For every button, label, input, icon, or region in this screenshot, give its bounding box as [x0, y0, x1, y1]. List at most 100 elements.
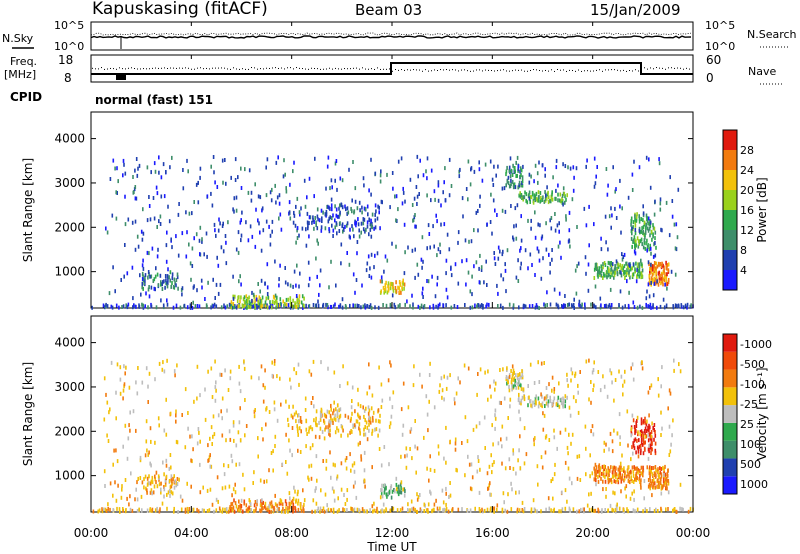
range-gate-cell — [363, 432, 365, 437]
range-gate-cell — [648, 247, 651, 252]
range-gate-cell — [321, 219, 323, 223]
range-gate-cell — [287, 297, 290, 302]
range-gate-cell — [366, 220, 369, 225]
range-gate-cell — [356, 419, 359, 424]
range-gate-cell — [632, 300, 635, 305]
range-gate-cell — [145, 419, 148, 424]
range-gate-cell — [489, 220, 492, 224]
range-gate-cell — [631, 491, 633, 496]
range-gate-cell — [603, 448, 605, 453]
range-gate-cell — [336, 214, 339, 219]
range-gate-cell — [504, 508, 506, 513]
nave-sample — [419, 69, 420, 71]
nave-sample — [410, 69, 411, 71]
range-gate-cell — [305, 427, 308, 432]
range-gate-cell — [366, 204, 369, 209]
range-gate-cell — [292, 284, 294, 289]
range-gate-cell — [165, 474, 168, 479]
range-gate-cell — [600, 236, 602, 241]
nave-sample — [248, 68, 249, 70]
range-gate-cell — [524, 304, 527, 309]
range-gate-cell — [148, 195, 150, 199]
range-gate-cell — [219, 508, 222, 513]
range-gate-cell — [479, 367, 482, 372]
range-gate-cell — [245, 294, 248, 299]
range-gate-cell — [437, 444, 440, 449]
range-gate-cell — [171, 281, 173, 285]
range-gate-cell — [273, 400, 276, 405]
range-gate-cell — [584, 424, 587, 429]
range-gate-cell — [664, 472, 667, 477]
nave-sample — [569, 69, 570, 71]
nave-sample — [260, 68, 261, 70]
range-gate-cell — [416, 492, 418, 497]
range-gate-cell — [230, 453, 233, 458]
range-gate-cell — [253, 503, 256, 508]
range-gate-cell — [294, 508, 297, 513]
range-gate-cell — [160, 481, 162, 486]
range-gate-cell — [158, 155, 160, 160]
range-gate-cell — [450, 273, 453, 278]
range-gate-cell — [663, 274, 666, 279]
range-gate-cell — [549, 261, 551, 266]
range-gate-cell — [615, 479, 617, 484]
range-gate-cell — [149, 461, 151, 466]
range-gate-cell — [487, 369, 489, 374]
range-gate-cell — [147, 275, 149, 280]
colorbar-tick-label: 28 — [740, 144, 754, 157]
range-gate-cell — [660, 276, 662, 281]
range-gate-cell — [392, 506, 395, 511]
range-gate-cell — [122, 507, 124, 511]
range-gate-cell — [163, 428, 166, 433]
range-gate-cell — [604, 465, 606, 469]
range-gate-cell — [646, 289, 648, 294]
range-gate-cell — [632, 508, 635, 513]
range-gate-cell — [106, 433, 108, 438]
range-gate-cell — [613, 465, 616, 470]
range-gate-cell — [597, 370, 600, 374]
range-gate-cell — [655, 276, 658, 281]
range-gate-cell — [144, 275, 146, 280]
range-gate-cell — [518, 183, 520, 187]
range-gate-cell — [339, 203, 341, 208]
range-gate-cell — [577, 383, 579, 388]
range-gate-cell — [314, 488, 316, 493]
range-gate-cell — [166, 302, 169, 307]
range-gate-cell — [402, 381, 405, 386]
range-gate-cell — [534, 396, 537, 401]
range-gate-cell — [650, 434, 653, 439]
range-gate-cell — [622, 383, 624, 388]
range-gate-cell — [170, 237, 172, 242]
range-gate-cell — [536, 509, 538, 514]
range-gate-cell — [517, 164, 520, 169]
range-gate-cell — [557, 303, 559, 308]
range-gate-cell — [344, 304, 347, 308]
range-gate-cell — [436, 275, 439, 280]
range-gate-cell — [344, 413, 347, 418]
nave-sample — [521, 69, 522, 71]
range-gate-cell — [629, 469, 632, 474]
range-gate-cell — [392, 390, 395, 395]
range-gate-cell — [667, 481, 670, 486]
range-gate-cell — [648, 222, 651, 227]
range-gate-cell — [332, 213, 334, 218]
range-gate-cell — [512, 371, 514, 376]
range-gate-cell — [363, 408, 366, 413]
range-gate-cell — [226, 408, 228, 413]
range-gate-cell — [429, 467, 432, 472]
colorbar-segment — [723, 130, 737, 150]
range-gate-cell — [446, 295, 449, 300]
range-gate-cell — [387, 378, 390, 383]
range-gate-cell — [494, 408, 497, 413]
range-gate-cell — [310, 463, 313, 468]
range-gate-cell — [570, 378, 572, 383]
range-gate-cell — [634, 427, 636, 432]
range-gate-cell — [660, 491, 663, 496]
range-gate-cell — [329, 450, 331, 455]
range-gate-cell — [611, 380, 613, 385]
range-gate-cell — [577, 410, 580, 415]
range-gate-cell — [564, 200, 566, 205]
range-gate-cell — [444, 198, 447, 203]
range-gate-cell — [229, 376, 232, 381]
range-gate-cell — [652, 223, 654, 228]
